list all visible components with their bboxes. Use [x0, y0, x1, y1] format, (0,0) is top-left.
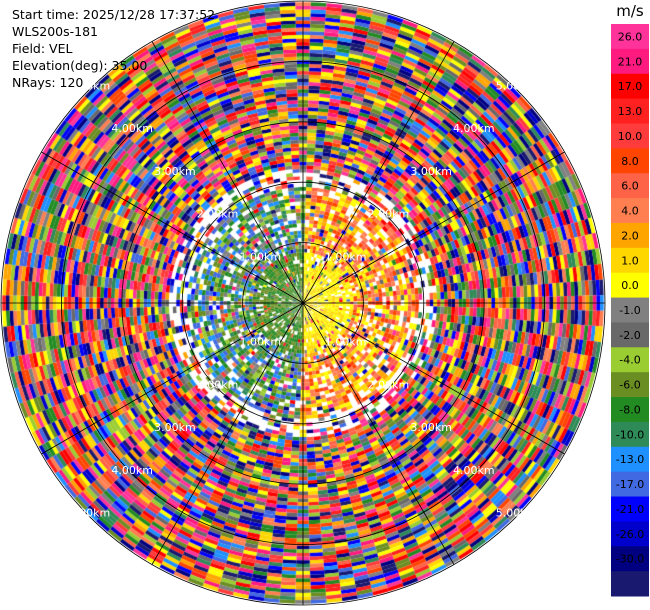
colorbar-tick-label: -26.0: [616, 528, 644, 541]
ring-label-4km: 4.00km: [111, 464, 153, 477]
colorbar-swatch: [611, 372, 649, 398]
colorbar-swatch: [611, 222, 649, 249]
colorbar-swatch: [611, 247, 649, 274]
ring-label-2km: 2.00km: [197, 208, 239, 221]
spoke-60deg: [302, 151, 565, 304]
ring-label-4km: 4.00km: [453, 122, 495, 135]
colorbar-tick-label: 6.0: [621, 180, 639, 193]
colorbar-tick-label: 4.0: [621, 205, 639, 218]
spoke-120deg: [302, 302, 565, 455]
ring-label-5km: 5.00km: [69, 507, 111, 520]
colorbar-swatch: [611, 546, 649, 572]
colorbar-swatch: [611, 471, 649, 498]
colorbar-tick-label: -8.0: [619, 403, 640, 416]
spoke-210deg: [151, 302, 304, 565]
colorbar-swatch: [611, 198, 649, 224]
ring-label-3km: 3.00km: [410, 165, 452, 178]
colorbar-tick-label: 21.0: [618, 55, 643, 68]
spoke-240deg: [41, 302, 304, 455]
azimuth-spokes: [1, 1, 605, 605]
colorbar-swatch: [611, 148, 649, 174]
colorbar-swatch: [611, 347, 649, 373]
colorbar: m/s 26.0 21.0 17.0 13.0 10.0 8.0 6.0 4.0 2.0 1.0 0.…: [611, 2, 649, 597]
field-label: Field: VEL: [12, 41, 73, 56]
colorbar-tick-label: 26.0: [618, 30, 643, 43]
colorbar-swatch: [611, 446, 649, 473]
colorbar-swatch: [611, 272, 649, 299]
colorbar-tick-label: -30.0: [616, 553, 644, 566]
spoke-300deg: [41, 151, 304, 304]
ring-label-4km: 4.00km: [453, 464, 495, 477]
ring-label-3km: 3.00km: [410, 421, 452, 434]
spoke-330deg: [151, 41, 304, 304]
colorbar-swatch: [611, 571, 649, 597]
colorbar-tick-label: 1.0: [621, 254, 639, 267]
ring-label-4km: 4.00km: [111, 122, 153, 135]
colorbar-swatch: [611, 173, 649, 199]
start-time-label: Start time: 2025/12/28 17:37:52: [12, 7, 216, 22]
ring-label-2km: 2.00km: [368, 378, 410, 391]
ring-label-1km: 1.00km: [240, 336, 282, 349]
colorbar-unit: m/s: [616, 2, 644, 20]
spoke-30deg: [302, 41, 455, 304]
colorbar-tick-label: -4.0: [619, 354, 640, 367]
colorbar-swatch: [611, 521, 649, 547]
colorbar-tick-label: -21.0: [616, 503, 644, 516]
colorbar-tick-label: -17.0: [616, 478, 644, 491]
colorbar-swatch: [611, 322, 649, 348]
ring-label-5km: 5.00km: [496, 507, 538, 520]
ring-label-1km: 1.00km: [240, 250, 282, 263]
colorbar-tick-label: 0.0: [621, 279, 639, 292]
colorbar-tick-label: 10.0: [618, 130, 643, 143]
colorbar-swatch: [611, 496, 649, 522]
colorbar-tick-label: 13.0: [618, 105, 643, 118]
elevation-label: Elevation(deg): 35.00: [12, 58, 148, 73]
ring-label-5km: 5.00km: [69, 79, 111, 92]
colorbar-tick-label: -6.0: [619, 379, 640, 392]
colorbar-tick-label: 8.0: [621, 155, 639, 168]
colorbar-swatch: [611, 123, 649, 149]
nrays-label: NRays: 120: [12, 75, 84, 90]
colorbar-tick-label: -2.0: [619, 329, 640, 342]
colorbar-tick-label: 2.0: [621, 229, 639, 242]
ring-label-2km: 2.00km: [368, 208, 410, 221]
colorbar-swatch: [611, 98, 649, 124]
colorbar-swatch: [611, 397, 649, 423]
instrument-label: WLS200s-181: [12, 24, 98, 39]
colorbar-swatch: [611, 24, 649, 50]
ring-label-3km: 3.00km: [154, 421, 196, 434]
ring-label-3km: 3.00km: [154, 165, 196, 178]
spoke-150deg: [302, 302, 455, 565]
colorbar-tick-label: -13.0: [616, 453, 644, 466]
colorbar-tick-label: -1.0: [619, 304, 640, 317]
colorbar-swatch: [611, 73, 649, 100]
colorbar-tick-label: -10.0: [616, 428, 644, 441]
info-panel: Start time: 2025/12/28 17:37:52 WLS200s-…: [12, 6, 215, 91]
ring-label-1km: 1.00km: [325, 250, 367, 263]
colorbar-swatch: [611, 297, 649, 323]
ring-label-1km: 1.00km: [325, 336, 367, 349]
range-ring-labels: 1.00km 1.00km 1.00km 1.00km 2.00km 2.00km 2.00…: [69, 79, 538, 519]
colorbar-tick-label: 17.0: [618, 80, 643, 93]
colorbar-swatch: [611, 421, 649, 448]
ring-label-2km: 2.00km: [197, 378, 239, 391]
ring-label-5km: 5.00km: [496, 79, 538, 92]
colorbar-swatch: [611, 48, 649, 75]
